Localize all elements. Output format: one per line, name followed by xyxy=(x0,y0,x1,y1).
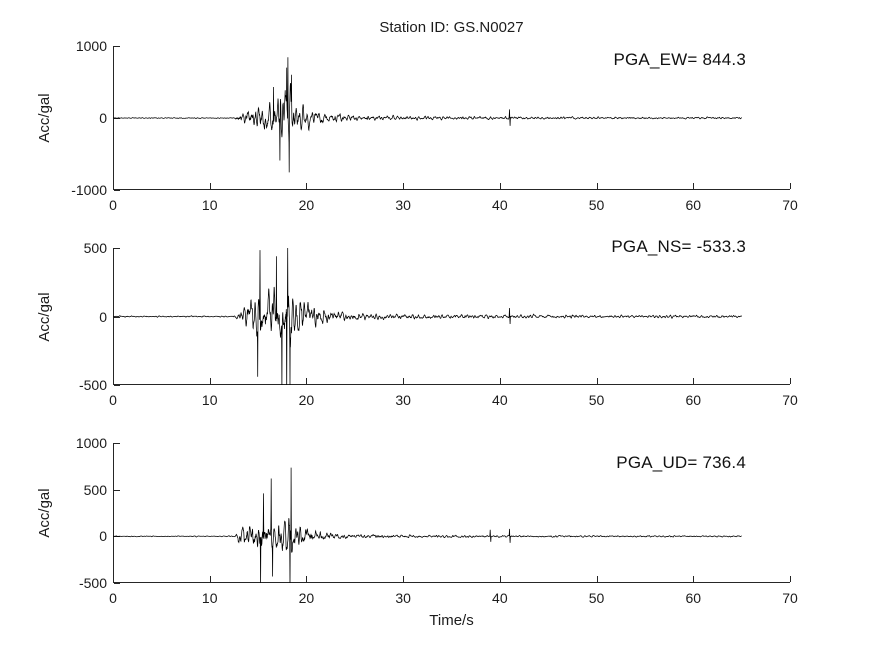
x-tick-label: 50 xyxy=(588,590,605,606)
x-tick-label: 30 xyxy=(395,590,411,606)
x-tick-label: 10 xyxy=(201,392,218,408)
x-tick-label: 70 xyxy=(782,392,798,408)
y-tick-label: 0 xyxy=(99,110,107,126)
x-tick-label: 60 xyxy=(685,197,702,213)
y-tick-label: -1000 xyxy=(71,182,107,198)
x-tick-label: 50 xyxy=(588,392,605,408)
trace-0 xyxy=(113,57,742,173)
subplot-1 xyxy=(113,248,791,386)
y-tick-label: -500 xyxy=(78,377,107,393)
x-tick-label: 30 xyxy=(395,392,411,408)
x-axis-label: Time/s xyxy=(429,612,474,629)
x-tick-label: 20 xyxy=(298,197,315,213)
x-tick-label: 30 xyxy=(395,197,411,213)
figure-title: Station ID: GS.N0027 xyxy=(379,19,524,36)
x-tick-label: 40 xyxy=(492,590,508,606)
pga-annotation-ns: PGA_NS= -533.3 xyxy=(611,237,746,256)
x-tick-label: 20 xyxy=(298,590,315,606)
x-tick-label: 70 xyxy=(782,590,798,606)
y-tick-label: 0 xyxy=(99,308,107,325)
x-tick-label: 20 xyxy=(298,392,315,408)
x-tick-label: 40 xyxy=(492,392,508,408)
y-tick-label: 0 xyxy=(99,528,107,545)
x-tick-label: 0 xyxy=(109,392,117,408)
y-tick-label: 1000 xyxy=(75,38,107,54)
x-tick-label: 60 xyxy=(685,392,702,408)
x-tick-label: 40 xyxy=(492,197,508,213)
trace-2 xyxy=(113,467,742,583)
y-tick-label: -500 xyxy=(78,575,107,591)
y-tick-label: 500 xyxy=(83,481,107,498)
x-tick-label: 0 xyxy=(109,197,117,213)
x-tick-label: 50 xyxy=(588,197,605,213)
pga-annotation-ew: PGA_EW= 844.3 xyxy=(613,50,746,69)
trace-1 xyxy=(113,248,742,385)
x-tick-label: 0 xyxy=(109,590,117,606)
y-tick-label: 1000 xyxy=(75,435,107,451)
x-tick-label: 60 xyxy=(685,590,702,606)
y-tick-label: 500 xyxy=(83,240,107,256)
x-tick-label: 10 xyxy=(201,590,218,606)
x-tick-label: 10 xyxy=(201,197,218,213)
x-tick-label: 70 xyxy=(782,197,798,213)
pga-annotation-ud: PGA_UD= 736.4 xyxy=(616,453,746,472)
